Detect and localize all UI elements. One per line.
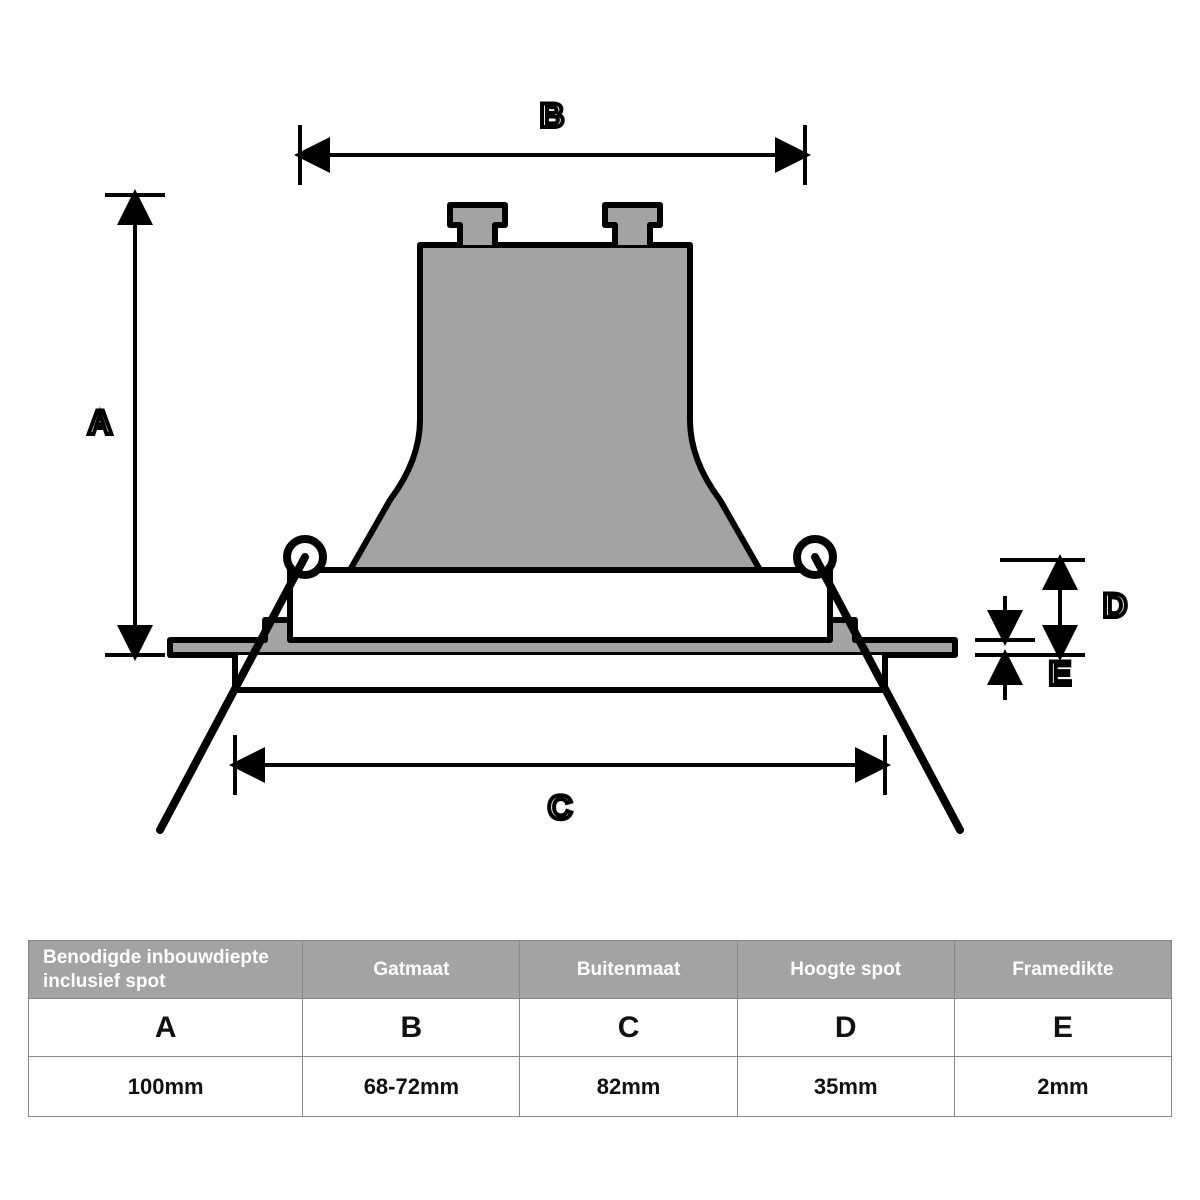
bulb-pins: [450, 205, 660, 245]
dim-B-label: B: [540, 97, 565, 135]
table-header-row: Benodigde inbouwdiepte inclusief spot Ga…: [29, 941, 1172, 999]
cell-letter-B: B: [303, 999, 520, 1057]
inner-ring: [290, 570, 830, 640]
bulb-shape: [350, 245, 760, 570]
col-header-A: Benodigde inbouwdiepte inclusief spot: [29, 941, 303, 999]
cell-value-A: 100mm: [29, 1057, 303, 1117]
dim-C-label: C: [548, 789, 573, 827]
cell-value-E: 2mm: [954, 1057, 1171, 1117]
dim-A: A: [88, 195, 165, 655]
cell-value-C: 82mm: [520, 1057, 737, 1117]
cell-value-B: 68-72mm: [303, 1057, 520, 1117]
table-letter-row: A B C D E: [29, 999, 1172, 1057]
dim-E: E: [975, 596, 1071, 700]
dim-B: B: [300, 97, 805, 185]
cell-letter-A: A: [29, 999, 303, 1057]
cell-letter-E: E: [954, 999, 1171, 1057]
col-header-E: Framedikte: [954, 941, 1171, 999]
cell-letter-C: C: [520, 999, 737, 1057]
col-header-B: Gatmaat: [303, 941, 520, 999]
dim-A-label: A: [88, 404, 113, 442]
dim-E-label: E: [1049, 655, 1072, 693]
col-header-D: Hoogte spot: [737, 941, 954, 999]
schematic-svg: A B C D E: [0, 0, 1200, 940]
dim-C: C: [235, 735, 885, 827]
cell-value-D: 35mm: [737, 1057, 954, 1117]
inner-lip: [235, 655, 885, 690]
col-header-A-text: Benodigde inbouwdiepte inclusief spot: [43, 947, 269, 992]
dimension-table: Benodigde inbouwdiepte inclusief spot Ga…: [28, 940, 1172, 1117]
table-value-row: 100mm 68-72mm 82mm 35mm 2mm: [29, 1057, 1172, 1117]
col-header-C: Buitenmaat: [520, 941, 737, 999]
fixture-outline: [160, 205, 960, 830]
cell-letter-D: D: [737, 999, 954, 1057]
dim-D-label: D: [1103, 587, 1128, 625]
